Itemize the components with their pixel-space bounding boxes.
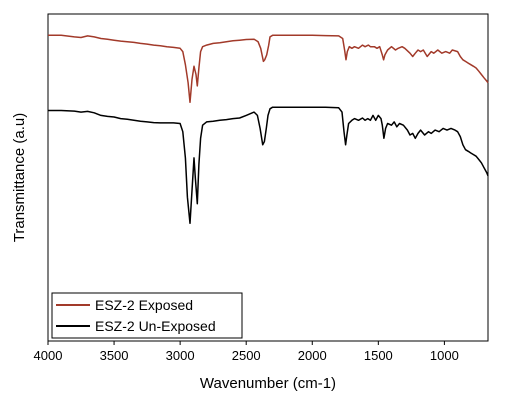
x-axis-ticks: 4000 3500 3000 2500 2000 1500 1000: [34, 341, 459, 363]
plot-border: [47, 13, 489, 342]
x-tick-label: 1500: [364, 348, 393, 363]
x-tick-label: 4000: [34, 348, 63, 363]
legend-box: [51, 292, 243, 339]
series-line-exposed: [48, 34, 489, 104]
legend-label: ESZ-2 Exposed: [95, 297, 193, 313]
x-tick-label: 2000: [298, 348, 327, 363]
series-line-unexposed: [48, 106, 489, 225]
series-lines: [48, 34, 489, 225]
legend: ESZ-2 Exposed ESZ-2 Un-Exposed: [51, 292, 243, 339]
x-tick-label: 2500: [232, 348, 261, 363]
x-tick-label: 3000: [166, 348, 195, 363]
x-tick-label: 1000: [430, 348, 459, 363]
legend-label: ESZ-2 Un-Exposed: [95, 318, 216, 334]
x-tick-label: 3500: [100, 348, 129, 363]
plot-frame: [47, 13, 489, 342]
x-axis-title: Wavenumber (cm-1): [200, 375, 336, 392]
y-axis-title: Transmittance (a.u): [11, 113, 28, 243]
